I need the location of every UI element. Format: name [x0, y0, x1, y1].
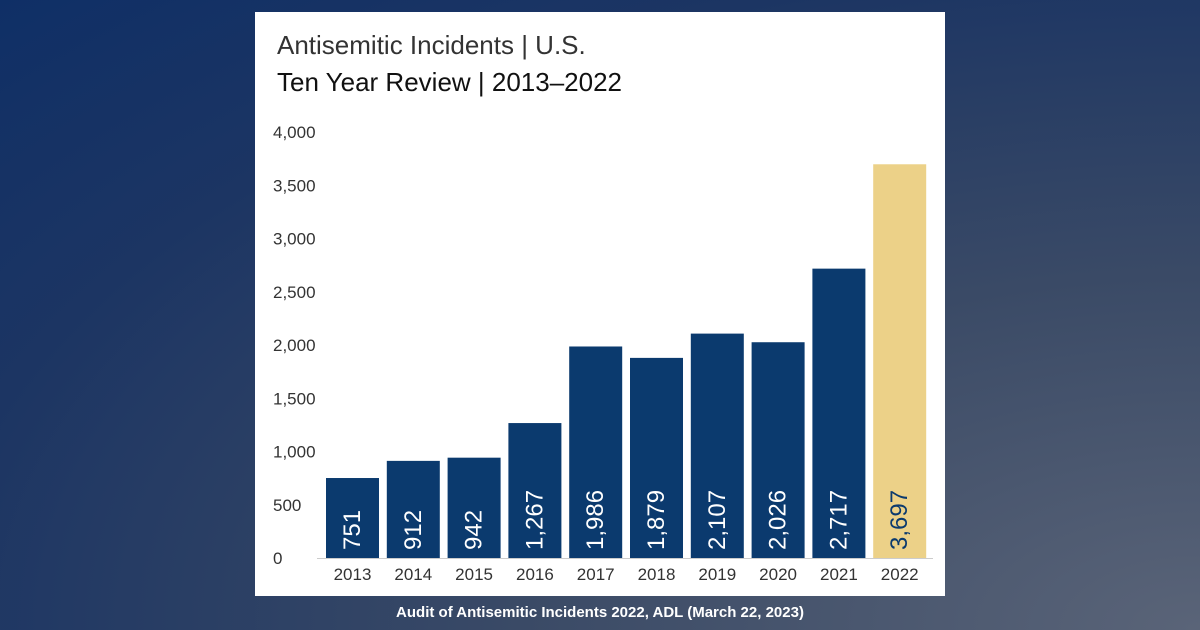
y-tick-label: 3,500 [273, 176, 316, 195]
x-tick-label: 2014 [394, 565, 432, 584]
y-tick-label: 500 [273, 496, 301, 515]
bar-value-label: 1,879 [643, 490, 670, 550]
bar [690, 333, 744, 558]
bar [326, 478, 379, 558]
bar-value-label: 3,697 [886, 490, 913, 550]
bar [873, 164, 927, 558]
bar-value-label: 2,107 [704, 490, 731, 550]
x-tick-label: 2022 [881, 565, 919, 584]
bar-value-label: 2,026 [765, 490, 792, 550]
bar-value-label: 1,267 [521, 490, 548, 550]
bar [630, 357, 683, 558]
y-tick-label: 1,500 [273, 389, 316, 408]
x-tick-label: 2017 [577, 565, 615, 584]
source-caption: Audit of Antisemitic Incidents 2022, ADL… [396, 604, 804, 621]
chart-title: Antisemitic Incidents | U.S. [277, 30, 586, 60]
chart-subtitle: Ten Year Review | 2013–2022 [277, 67, 623, 97]
y-tick-label: 2,500 [273, 283, 316, 302]
x-tick-label: 2013 [334, 565, 372, 584]
y-tick-label: 2,000 [273, 336, 316, 355]
y-tick-label: 0 [273, 549, 282, 568]
bar [751, 342, 805, 558]
x-tick-label: 2021 [820, 565, 858, 584]
bar-value-label: 2,717 [825, 490, 852, 550]
chart-card: Antisemitic Incidents | U.S. Ten Year Re… [255, 12, 945, 596]
bar-chart: 0 500 1,000 1,500 2,000 2,500 3,000 3,500 4,000 7… [273, 123, 933, 584]
bar [508, 423, 562, 558]
y-tick-label: 3,000 [273, 230, 316, 249]
bar-value-label: 942 [461, 510, 488, 550]
x-tick-label: 2020 [759, 565, 797, 584]
bar-value-label: 1,986 [582, 490, 609, 550]
x-tick-label: 2019 [698, 565, 736, 584]
x-tick-label: 2015 [455, 565, 493, 584]
x-tick-label: 2016 [516, 565, 554, 584]
y-tick-label: 1,000 [273, 443, 316, 462]
bar [569, 346, 623, 558]
x-tick-label: 2018 [638, 565, 676, 584]
bar [812, 268, 866, 558]
y-tick-label: 4,000 [273, 123, 316, 142]
bar [386, 460, 440, 558]
bar-value-label: 751 [339, 510, 366, 550]
bar-value-label: 912 [400, 510, 427, 550]
bar [447, 457, 501, 558]
